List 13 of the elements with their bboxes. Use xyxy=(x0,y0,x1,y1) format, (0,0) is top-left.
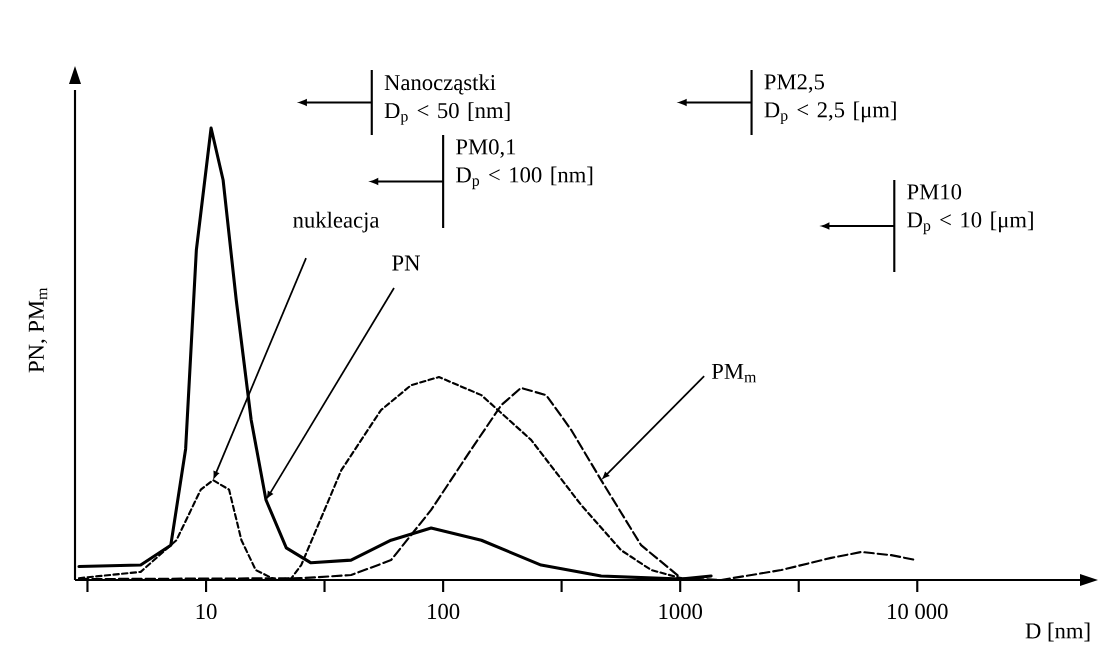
ref-line-label: Nanocząstki D$_{p}$ < 50 [nm] xyxy=(384,74,510,125)
annotation: PM$_{m}$ xyxy=(711,363,757,383)
y-axis-title: PN, PM$_{m}$ xyxy=(28,287,48,373)
x-tick-label: 10 000 xyxy=(888,603,948,620)
ref-line-label: PM0,1 D$_{p}$ < 100 [nm] xyxy=(456,139,593,190)
ref-line-label: PM2,5 D$_{p}$ < 2,5 [μm] xyxy=(764,74,896,125)
annotation: nukleacja xyxy=(293,211,380,233)
ref-line-label: PM10 D$_{p}$ < 10 [μm] xyxy=(907,184,1033,235)
x-tick-label: 100 xyxy=(428,603,460,620)
x-tick-label: 10 xyxy=(196,603,217,620)
x-tick-label: 1000 xyxy=(659,603,703,620)
annotation: PN xyxy=(392,255,420,271)
x-axis-title: D [nm] xyxy=(1025,622,1090,642)
